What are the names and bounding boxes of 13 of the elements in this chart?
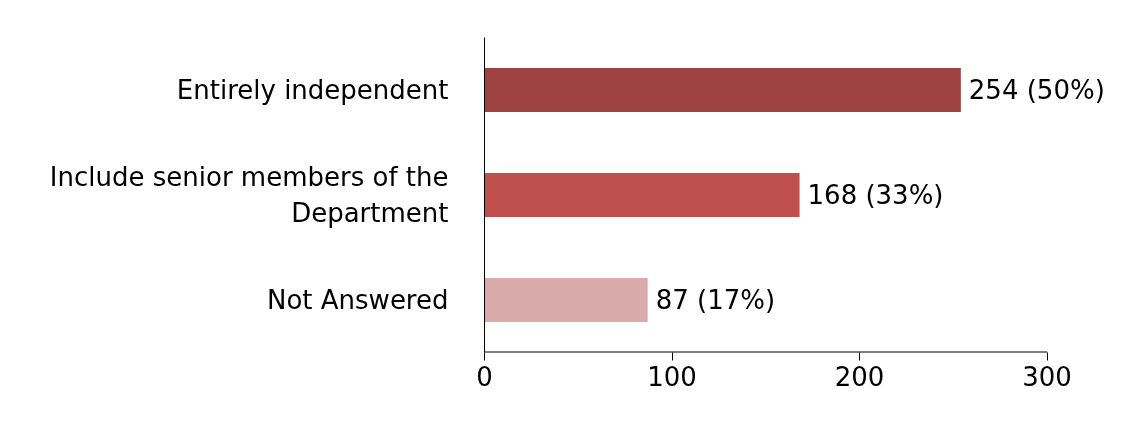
- data-label: 254 (50%): [968, 75, 1105, 105]
- x-tick-label: 0: [476, 361, 493, 392]
- y-tick-label: Not Answered: [267, 285, 449, 315]
- y-tick-label: Include senior members of the Department: [49, 162, 449, 228]
- bar: [484, 277, 648, 323]
- data-label: 168 (33%): [807, 180, 944, 210]
- x-tick-label: 300: [1022, 361, 1072, 392]
- data-label: 87 (17%): [655, 285, 776, 315]
- bar: [484, 172, 800, 218]
- bar: [484, 67, 961, 113]
- y-tick-label: Entirely independent: [176, 75, 449, 105]
- x-tick-label: 100: [647, 361, 697, 392]
- x-tick-label: 200: [834, 361, 885, 392]
